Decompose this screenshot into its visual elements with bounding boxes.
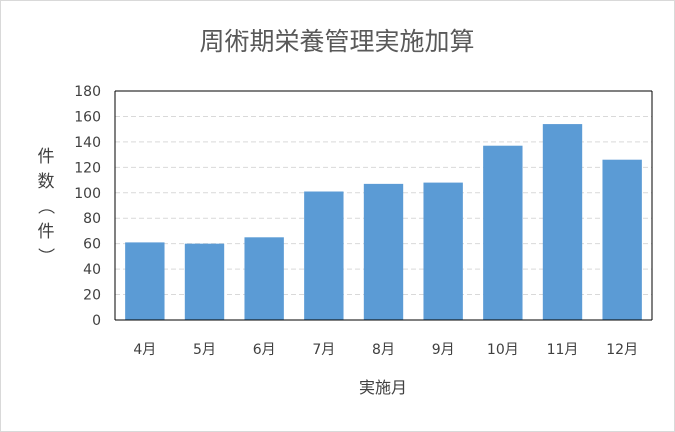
x-tick-label: 11月 <box>547 342 579 358</box>
y-tick-label: 120 <box>74 160 101 176</box>
y-axis-title-char: ） <box>35 248 55 265</box>
bar <box>244 237 284 320</box>
y-tick-label: 100 <box>74 186 101 202</box>
x-tick-label: 9月 <box>432 342 455 358</box>
x-tick-label: 4月 <box>133 342 156 358</box>
plot-frame <box>114 90 653 321</box>
bar <box>602 159 642 320</box>
bar <box>304 191 344 320</box>
y-tick-label: 80 <box>83 211 101 227</box>
bar <box>184 243 225 320</box>
y-axis-title-char: 数 <box>38 172 55 192</box>
y-tick-label: 40 <box>83 262 101 278</box>
y-tick-label: 60 <box>83 237 101 253</box>
y-axis-title-char: 件 <box>38 222 55 242</box>
bar <box>125 242 165 320</box>
x-tick-label: 10月 <box>487 342 519 358</box>
y-tick-label: 160 <box>74 109 101 125</box>
y-axis: 0 20 40 60 80 100 120 140 160 180 <box>74 84 101 329</box>
x-tick-label: 7月 <box>312 342 335 358</box>
x-tick-label: 6月 <box>253 342 276 358</box>
bar <box>363 183 404 320</box>
bar <box>423 182 463 320</box>
y-axis-title: 件数（件） <box>35 147 55 265</box>
x-tick-label: 5月 <box>193 342 216 358</box>
y-tick-label: 140 <box>74 135 101 151</box>
y-tick-label: 180 <box>74 84 101 100</box>
chart-title: 周術期栄養管理実施加算 <box>199 27 474 56</box>
y-tick-label: 20 <box>83 288 101 304</box>
bar <box>483 145 523 320</box>
y-axis-title-char: （ <box>35 198 55 215</box>
bar <box>542 124 583 320</box>
x-tick-label: 12月 <box>606 342 638 358</box>
y-tick-label: 0 <box>92 313 101 329</box>
x-tick-label: 8月 <box>372 342 395 358</box>
y-axis-title-char: 件 <box>38 147 55 167</box>
bars <box>125 124 642 320</box>
x-axis-title: 実施月 <box>359 378 407 397</box>
x-axis: 4月 5月 6月 7月 8月 9月 10月 11月 12月 <box>133 342 638 358</box>
